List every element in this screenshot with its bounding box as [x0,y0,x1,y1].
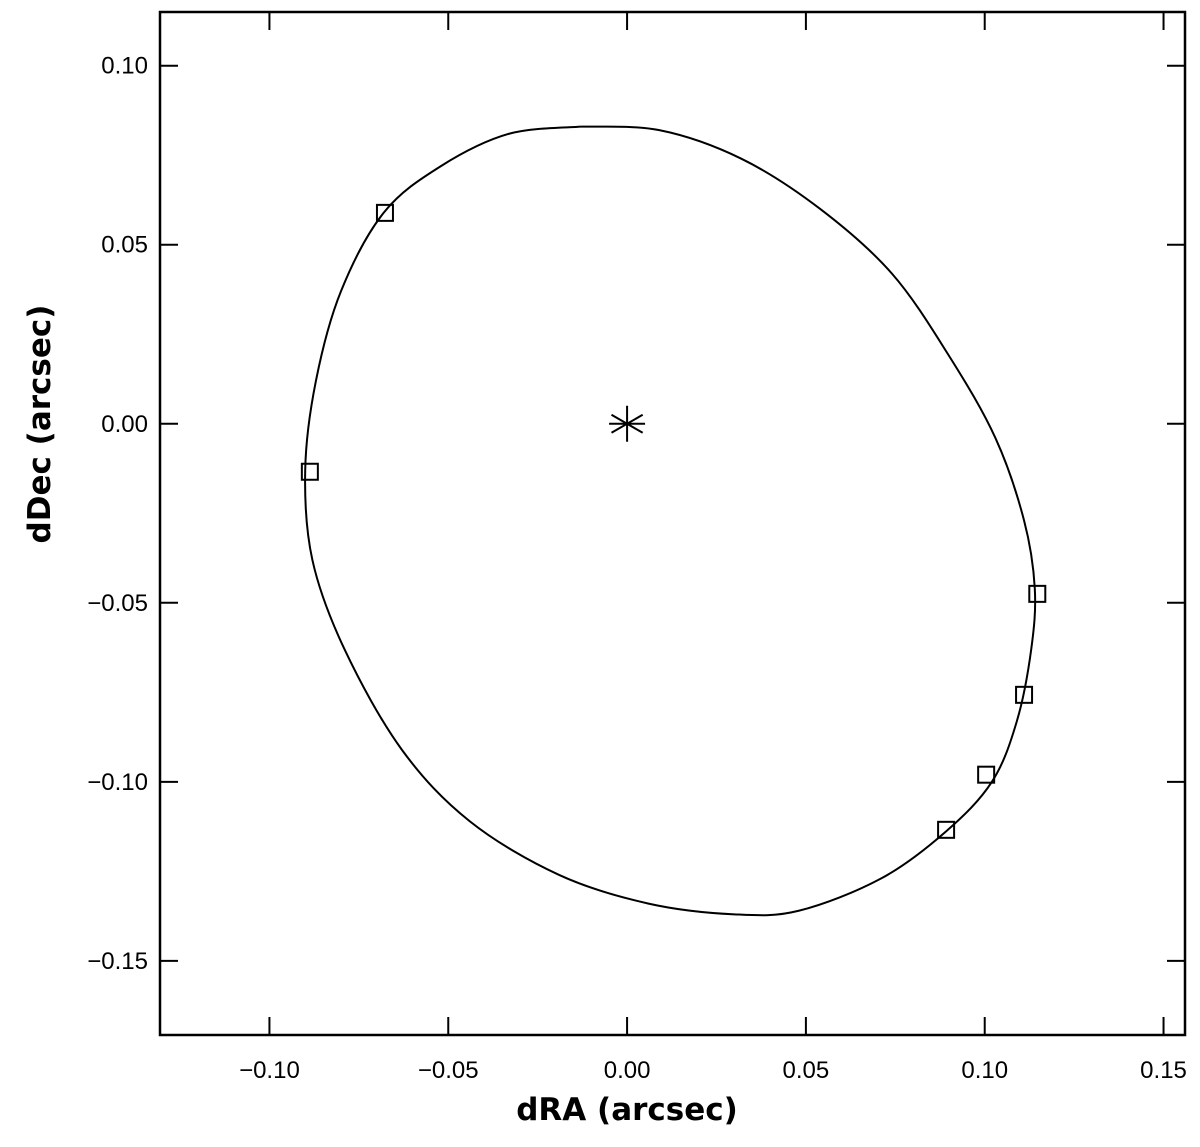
y-tick-label: −0.05 [87,590,148,617]
y-tick-label: 0.05 [101,232,148,259]
observation-marker [1028,584,1047,603]
x-tick-label: 0.05 [783,1057,830,1084]
y-tick-label: −0.10 [87,769,148,796]
observation-marker [300,462,319,481]
y-tick-label: −0.15 [87,948,148,975]
x-tick-label: −0.05 [418,1057,479,1084]
observation-marker [937,820,956,839]
y-tick-label: 0.10 [101,53,148,80]
x-tick-label: 0.10 [961,1057,1008,1084]
y-axis-title: dDec (arcsec) [22,305,58,544]
star-marker [609,405,646,442]
y-tick-label: 0.00 [101,411,148,438]
observation-marker [1015,685,1034,704]
x-tick-label: 0.15 [1140,1057,1187,1084]
x-tick-label: −0.10 [239,1057,300,1084]
plot-frame [158,10,1187,1037]
observation-marker [977,765,996,784]
x-tick-label: 0.00 [604,1057,651,1084]
orbit-line [304,125,1037,917]
observation-marker [375,203,394,222]
x-axis-title: dRA (arcsec) [516,1092,738,1128]
